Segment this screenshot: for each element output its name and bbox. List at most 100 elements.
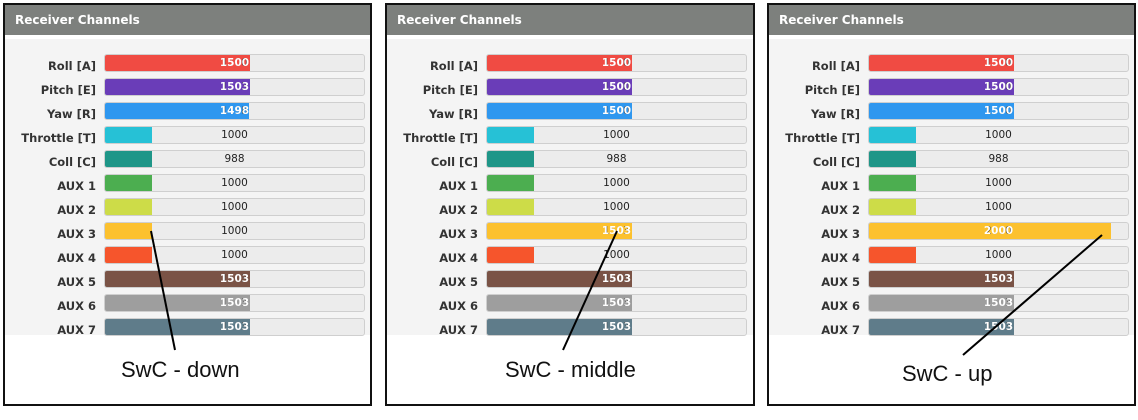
channel-meter: 1500 1500 — [868, 102, 1129, 120]
channel-label: AUX 1 — [821, 179, 860, 193]
channel-value-overlay: 1500 — [487, 55, 632, 71]
channel-meter: 10001000 — [104, 174, 365, 192]
channel-value-on-fill: 1000 — [869, 201, 916, 213]
channel-row: Coll [C] 988 988 — [387, 150, 753, 174]
channel-value-on-fill: 1500 — [983, 105, 1014, 117]
channel-value-overlay: 1000 — [487, 199, 534, 215]
channel-value-overlay: 1000 — [487, 247, 534, 263]
channel-value-overlay: 1000 — [869, 247, 916, 263]
channel-value: 1500 — [985, 81, 1012, 93]
channel-value-overlay: 1503 — [869, 295, 1014, 311]
channel-meter-fill — [869, 103, 1014, 119]
channel-list: Roll [A] 1500 1500 Pitch [E] 1500 1500 Yaw [R]… — [387, 39, 753, 337]
channel-meter: 1503 1503 — [486, 318, 747, 336]
channel-row: AUX 3 1503 1503 — [387, 222, 753, 246]
channel-row: AUX 5 1503 1503 — [387, 270, 753, 294]
channel-row: Yaw [R] 1500 1500 — [387, 102, 753, 126]
channel-meter-fill — [105, 247, 152, 263]
channel-meter: 988 988 — [486, 150, 747, 168]
channel-meter: 10001000 — [486, 246, 747, 264]
channel-label: Yaw [R] — [46, 107, 96, 121]
channel-label: Throttle [T] — [21, 131, 96, 145]
channel-value-on-fill: 1503 — [601, 297, 632, 309]
channel-value: 1498 — [221, 105, 248, 117]
channel-value: 1503 — [221, 297, 248, 309]
channel-row: Roll [A] 1500 1500 — [769, 54, 1134, 78]
channel-value-on-fill: 988 — [105, 153, 152, 165]
channel-value: 1000 — [603, 201, 630, 213]
channel-value-overlay: 1498 — [105, 103, 249, 119]
channel-row: AUX 3 2000 2000 — [769, 222, 1134, 246]
channel-value: 988 — [606, 153, 627, 165]
channel-row: AUX 410001000 — [769, 246, 1134, 270]
channel-value-overlay: 1000 — [105, 199, 152, 215]
channel-value-overlay: 1503 — [487, 295, 632, 311]
channel-value-on-fill: 1503 — [219, 81, 250, 93]
channel-label: Throttle [T] — [785, 131, 860, 145]
channel-meter: 1000 1000 — [104, 198, 365, 216]
channel-meter-fill — [105, 175, 152, 191]
channel-label: AUX 7 — [439, 323, 478, 337]
channel-value-on-fill: 1500 — [601, 81, 632, 93]
channel-label: AUX 7 — [57, 323, 96, 337]
panel-header: Receiver Channels — [5, 5, 370, 35]
channel-row: AUX 6 1503 1503 — [769, 294, 1134, 318]
channel-meter: 1503 1503 — [868, 270, 1129, 288]
channel-meter: 988 988 — [868, 150, 1129, 168]
channel-value-overlay: 988 — [869, 151, 916, 167]
channel-label: AUX 4 — [439, 251, 478, 265]
channel-value: 1503 — [221, 273, 248, 285]
channel-value-on-fill: 1000 — [487, 249, 534, 261]
channel-value: 1500 — [985, 57, 1012, 69]
channel-meter-fill — [105, 295, 250, 311]
channel-value-on-fill: 1000 — [487, 177, 534, 189]
channel-label: AUX 6 — [57, 299, 96, 313]
channel-meter: 1500 1500 — [486, 54, 747, 72]
channel-meter: 1503 1503 — [486, 270, 747, 288]
channel-value-overlay: 988 — [487, 151, 534, 167]
channel-value-overlay: 1000 — [487, 127, 534, 143]
channel-value-overlay: 1503 — [869, 319, 1014, 335]
channel-meter-fill — [487, 127, 534, 143]
channel-value-on-fill: 1503 — [983, 321, 1014, 333]
channel-label: Pitch [E] — [40, 83, 96, 97]
channel-meter: 1503 1503 — [868, 318, 1129, 336]
channel-meter: 1503 1503 — [104, 78, 365, 96]
channel-value-overlay: 1503 — [487, 271, 632, 287]
channel-meter: 1500 1500 — [486, 78, 747, 96]
channel-value-on-fill: 1000 — [105, 225, 152, 237]
caption: SwC - up — [902, 361, 993, 386]
channel-label: AUX 4 — [57, 251, 96, 265]
channel-value: 1000 — [221, 225, 248, 237]
channel-value-on-fill: 1500 — [983, 57, 1014, 69]
channel-value: 1000 — [221, 201, 248, 213]
channel-row: AUX 4 10001000 — [5, 246, 370, 270]
channel-meter: 10001000 — [868, 246, 1129, 264]
channel-value-on-fill: 988 — [487, 153, 534, 165]
channel-meter: 1500 1500 — [104, 54, 365, 72]
channel-meter: 1498 1498 — [104, 102, 365, 120]
channel-meter-fill — [105, 103, 249, 119]
channel-value-on-fill: 1000 — [869, 249, 916, 261]
channel-meter-fill — [869, 127, 916, 143]
channel-row: Pitch [E] 1500 1500 — [769, 78, 1134, 102]
channel-list: Roll [A] 1500 1500 Pitch [E] 1503 1503 Yaw [R]… — [5, 39, 370, 337]
channel-row: AUX 7 1503 1503 — [387, 318, 753, 342]
channel-label: Roll [A] — [47, 59, 96, 73]
channel-value-overlay: 1503 — [487, 223, 632, 239]
channel-meter: 988 988 — [104, 150, 365, 168]
channel-value-on-fill: 1000 — [105, 201, 152, 213]
channel-value-overlay: 1000 — [105, 247, 152, 263]
channel-value-overlay: 1000 — [105, 127, 152, 143]
channel-meter-fill — [869, 79, 1014, 95]
channel-meter: 10001000 — [868, 126, 1129, 144]
channel-label: AUX 2 — [439, 203, 478, 217]
channel-value-on-fill: 1000 — [869, 177, 916, 189]
channel-row: AUX 1 1000 1000 — [5, 174, 370, 198]
channel-value-overlay: 988 — [105, 151, 152, 167]
channel-value-on-fill: 1503 — [601, 225, 632, 237]
channel-meter: 1503 1503 — [486, 294, 747, 312]
channel-value: 1000 — [603, 129, 630, 141]
channel-meter: 10001000 — [104, 246, 365, 264]
channel-value-on-fill: 1503 — [601, 273, 632, 285]
